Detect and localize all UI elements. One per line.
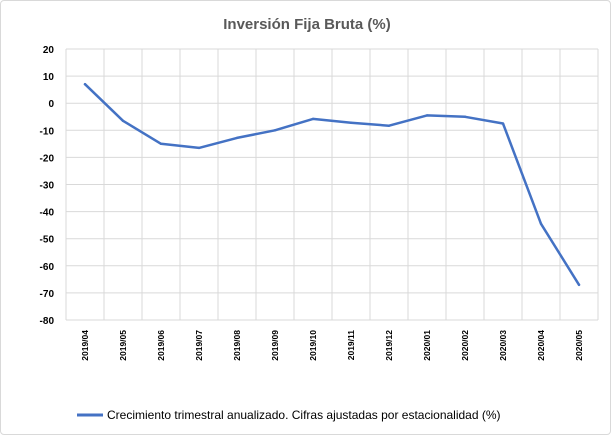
y-tick-label: -10 xyxy=(40,126,55,137)
x-axis-ticks: 2019/04 2019/05 2019/06 2019/07 2019/08 2019/… xyxy=(80,330,584,361)
y-tick-label: -40 xyxy=(40,208,55,219)
data-point xyxy=(349,121,353,124)
data-point xyxy=(425,114,429,117)
y-tick-label: -50 xyxy=(40,235,55,246)
data-point xyxy=(121,119,125,123)
data-point xyxy=(311,117,315,121)
series-line xyxy=(83,82,581,287)
x-tick-label: 2019/06 xyxy=(156,330,166,361)
data-point xyxy=(501,122,505,125)
y-tick-label: 10 xyxy=(43,72,55,83)
legend: Crecimiento trimestral anualizado. Cifra… xyxy=(77,408,501,422)
data-point xyxy=(273,129,277,132)
x-tick-label: 2020/04 xyxy=(536,330,546,361)
y-tick-label: 0 xyxy=(48,99,54,110)
x-tick-label: 2019/12 xyxy=(384,330,394,361)
legend-label: Crecimiento trimestral anualizado. Cifra… xyxy=(107,408,501,422)
data-point xyxy=(159,142,163,146)
gridlines xyxy=(65,48,599,321)
x-tick-label: 2019/04 xyxy=(80,330,90,361)
x-tick-label: 2020/02 xyxy=(460,330,470,361)
x-tick-label: 2020/01 xyxy=(422,330,432,361)
data-point xyxy=(387,124,391,127)
series-layer xyxy=(83,82,581,287)
x-tick-label: 2019/05 xyxy=(118,330,128,361)
x-tick-label: 2019/10 xyxy=(308,330,318,361)
x-tick-label: 2019/07 xyxy=(194,330,204,361)
y-tick-label: -80 xyxy=(40,316,55,327)
y-axis-ticks: 20 10 0 -10 -20 -30 -40 -50 -60 -70 -80 xyxy=(40,45,55,327)
x-tick-label: 2020/05 xyxy=(574,330,584,361)
data-point xyxy=(463,115,467,118)
data-point xyxy=(83,83,87,86)
x-tick-label: 2019/11 xyxy=(346,330,356,361)
data-point xyxy=(577,283,581,286)
x-tick-label: 2020/03 xyxy=(498,330,508,361)
y-tick-label: -30 xyxy=(40,181,55,192)
data-point xyxy=(235,136,239,140)
chart-title: Inversión Fija Bruta (%) xyxy=(223,16,391,33)
y-tick-label: -70 xyxy=(40,289,55,300)
data-point xyxy=(539,222,543,225)
data-point xyxy=(197,146,201,150)
y-tick-label: -60 xyxy=(40,262,55,273)
x-tick-label: 2019/08 xyxy=(232,330,242,361)
x-tick-label: 2019/09 xyxy=(270,330,280,361)
y-tick-label: 20 xyxy=(43,45,55,56)
y-tick-label: -20 xyxy=(40,153,55,164)
